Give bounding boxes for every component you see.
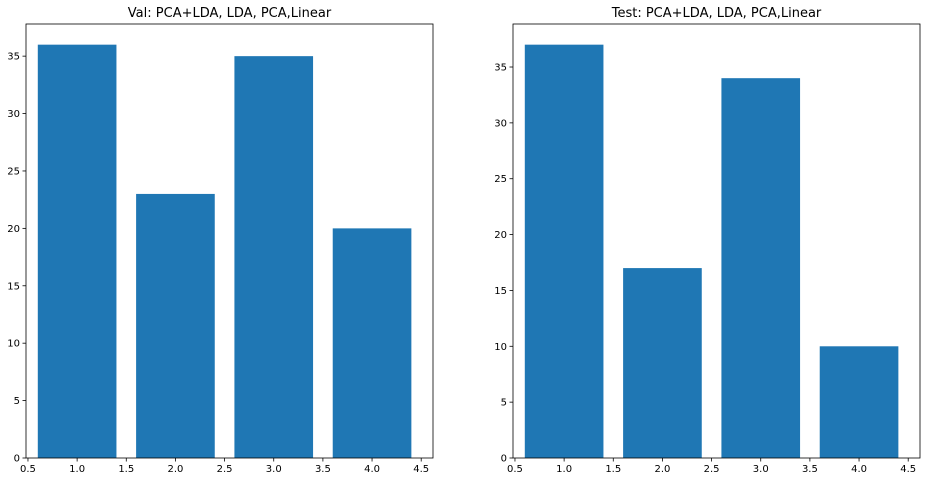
val-y-tick-label: 10 (7, 339, 20, 350)
val-x-tick-label: 1.0 (69, 464, 85, 475)
test-x-tick-label: 2.5 (704, 464, 720, 475)
test-y-tick-label: 10 (494, 342, 507, 353)
test-x-tick-label: 4.0 (851, 464, 867, 475)
val-x-tick-label: 4.5 (413, 464, 429, 475)
val-y-tick-label: 0 (14, 454, 20, 465)
val-x-tick-label: 4.0 (364, 464, 380, 475)
val-bar-1 (37, 44, 117, 459)
test-x-tick-label: 0.5 (507, 464, 523, 475)
val-x-tick-label: 3.0 (266, 464, 282, 475)
test-bar-1 (524, 44, 604, 459)
test-y-tick-label: 5 (501, 398, 507, 409)
test-x-tick-label: 1.0 (556, 464, 572, 475)
val-bars (37, 44, 412, 459)
val-chart-title: Val: PCA+LDA, LDA, PCA,Linear (128, 6, 332, 21)
test-bar-3 (721, 78, 801, 459)
val-y-tick-label: 35 (7, 52, 20, 63)
val-y-tick-label: 15 (7, 281, 20, 292)
val-chart: Val: PCA+LDA, LDA, PCA,Linear 0.5 1.0 1.5 2… (7, 6, 434, 475)
val-y-tick-label: 25 (7, 166, 20, 177)
test-x-tick-label: 3.5 (802, 464, 818, 475)
val-x-axis: 0.5 1.0 1.5 2.0 2.5 3.0 3.5 4.0 4.5 (20, 458, 429, 475)
test-x-tick-label: 2.0 (654, 464, 670, 475)
val-x-tick-label: 1.5 (118, 464, 134, 475)
val-axes-frame (25, 23, 434, 459)
test-chart: Test: PCA+LDA, LDA, PCA,Linear 0.5 1.0 1.5… (494, 6, 921, 475)
test-y-tick-label: 25 (494, 174, 507, 185)
test-y-tick-label: 30 (494, 118, 507, 129)
val-bar-3 (234, 56, 314, 459)
test-x-tick-label: 4.5 (900, 464, 916, 475)
test-y-axis: 0 5 10 15 20 25 30 35 (494, 63, 513, 465)
test-bars (524, 44, 899, 459)
test-axes-frame (512, 23, 921, 459)
test-y-tick-label: 15 (494, 286, 507, 297)
test-x-tick-label: 3.0 (753, 464, 769, 475)
test-x-axis: 0.5 1.0 1.5 2.0 2.5 3.0 3.5 4.0 4.5 (507, 458, 916, 475)
val-x-tick-label: 3.5 (315, 464, 331, 475)
val-bar-4 (332, 228, 412, 458)
val-x-tick-label: 0.5 (20, 464, 36, 475)
val-x-tick-label: 2.0 (167, 464, 183, 475)
val-x-tick-label: 2.5 (217, 464, 233, 475)
val-bar-2 (136, 193, 215, 459)
test-y-tick-label: 35 (494, 63, 507, 74)
val-y-tick-label: 20 (7, 224, 20, 235)
test-y-tick-label: 20 (494, 230, 507, 241)
val-y-tick-label: 5 (14, 396, 20, 407)
test-bar-4 (819, 346, 899, 458)
val-y-axis: 0 5 10 15 20 25 30 35 (7, 52, 26, 465)
test-y-tick-label: 0 (501, 454, 507, 465)
test-bar-2 (623, 268, 702, 458)
test-chart-title: Test: PCA+LDA, LDA, PCA,Linear (611, 6, 822, 21)
test-x-tick-label: 1.5 (605, 464, 621, 475)
val-y-tick-label: 30 (7, 109, 20, 120)
